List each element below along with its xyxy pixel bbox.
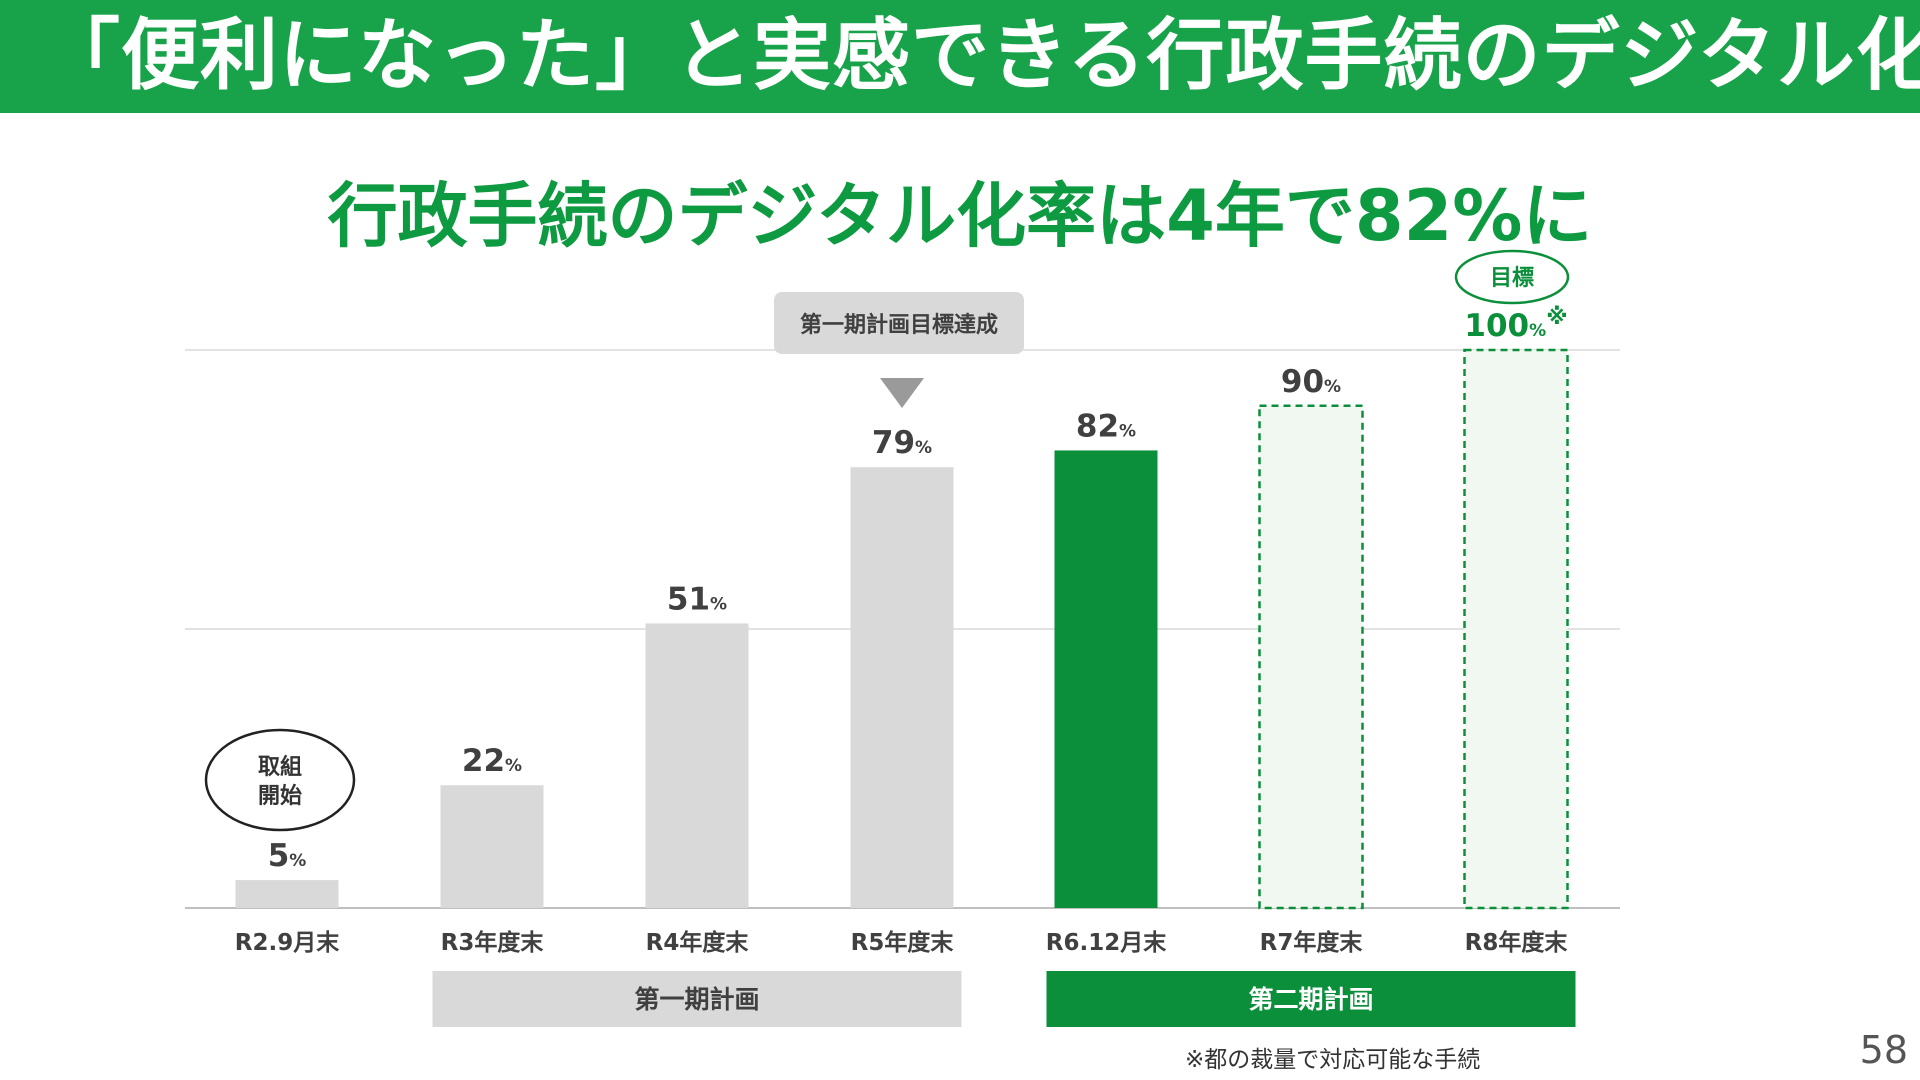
value-label: 22%: [462, 743, 522, 779]
plan-group-bar: [432, 971, 962, 1027]
target-badge: [1454, 249, 1570, 305]
value-label: 100%※: [1464, 305, 1567, 344]
target-label: 目標: [1490, 266, 1534, 291]
start-ellipse: [204, 728, 356, 832]
milestone-arrow: [880, 378, 924, 408]
category-label: R2.9月末: [235, 930, 340, 956]
category-label: R4年度末: [646, 929, 750, 956]
chart-subtitle: 行政手続のデジタル化率は4年で82%に: [327, 175, 1593, 257]
bar: [440, 785, 544, 908]
category-label: R8年度末: [1465, 929, 1569, 956]
category-label: R7年度末: [1260, 929, 1364, 956]
start-label: 開始: [258, 783, 302, 809]
value-label: 51%: [667, 581, 727, 617]
category-label: R6.12月末: [1046, 930, 1167, 956]
header-bar: 「便利になった」と実感できる行政手続のデジタル化: [0, 0, 1920, 113]
value-label: 82%: [1076, 408, 1136, 444]
start-label: 取組: [258, 754, 302, 780]
plan-group-bar: [1046, 971, 1576, 1027]
bar-target: [1258, 404, 1364, 910]
milestone-label: 第一期計画目標達成: [800, 312, 998, 338]
milestone-box: [774, 292, 1024, 354]
bar: [850, 467, 954, 908]
value-label: 90%: [1281, 364, 1341, 400]
bar-target: [1463, 348, 1569, 910]
page-number: 58: [1859, 1028, 1908, 1072]
value-label: 79%: [872, 425, 932, 461]
category-label: R5年度末: [851, 929, 955, 956]
bar-current: [1054, 450, 1158, 908]
header-title: 「便利になった」と実感できる行政手続のデジタル化: [42, 11, 1920, 101]
plan-group-label: 第二期計画: [1248, 985, 1373, 1014]
footnote: ※都の裁量で対応可能な手続: [1185, 1047, 1481, 1073]
value-label: 5%: [268, 838, 307, 874]
bar: [235, 880, 339, 908]
bar: [645, 623, 749, 908]
category-label: R3年度末: [441, 929, 545, 956]
plan-group-label: 第一期計画: [634, 985, 759, 1014]
